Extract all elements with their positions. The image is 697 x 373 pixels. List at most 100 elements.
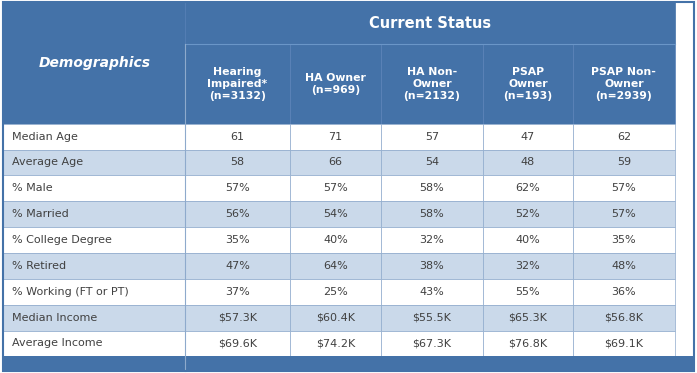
Text: PSAP
Owner
(n=193): PSAP Owner (n=193): [503, 68, 553, 101]
Bar: [573, 305, 675, 330]
Bar: [185, 253, 290, 279]
Bar: [381, 150, 483, 175]
Text: 56%: 56%: [225, 209, 250, 219]
Text: HA Non-
Owner
(n=2132): HA Non- Owner (n=2132): [404, 68, 461, 101]
Bar: [3, 175, 185, 201]
Bar: [381, 44, 483, 124]
Text: $56.8K: $56.8K: [604, 313, 643, 323]
Text: % Retired: % Retired: [12, 261, 66, 271]
Bar: [573, 44, 675, 124]
Text: Current Status: Current Status: [369, 16, 491, 31]
Text: Demographics: Demographics: [38, 56, 151, 70]
Text: % Working (FT or PT): % Working (FT or PT): [12, 287, 129, 297]
Text: 40%: 40%: [516, 235, 540, 245]
Text: 61: 61: [231, 132, 245, 142]
Text: Median Income: Median Income: [12, 313, 97, 323]
Text: Median Age: Median Age: [12, 132, 78, 142]
Text: 35%: 35%: [225, 235, 250, 245]
Bar: [290, 279, 381, 305]
Bar: [185, 330, 290, 356]
Text: 59: 59: [617, 157, 631, 167]
Text: Hearing
Impaired*
(n=3132): Hearing Impaired* (n=3132): [207, 68, 268, 101]
Text: 52%: 52%: [516, 209, 540, 219]
Text: 47%: 47%: [225, 261, 250, 271]
Bar: [3, 124, 185, 150]
Text: 58%: 58%: [420, 209, 445, 219]
Bar: [381, 175, 483, 201]
Bar: [3, 227, 185, 253]
Bar: [573, 330, 675, 356]
Bar: [483, 279, 573, 305]
Bar: [290, 150, 381, 175]
Text: $69.1K: $69.1K: [604, 338, 643, 348]
Text: 58: 58: [230, 157, 245, 167]
Text: 25%: 25%: [323, 287, 348, 297]
Bar: [381, 201, 483, 227]
Text: 57%: 57%: [611, 184, 636, 193]
Bar: [573, 150, 675, 175]
Bar: [483, 150, 573, 175]
Bar: [3, 2, 185, 124]
Bar: [3, 305, 185, 330]
Bar: [483, 124, 573, 150]
Bar: [3, 330, 185, 356]
Bar: [483, 201, 573, 227]
Text: 71: 71: [328, 132, 342, 142]
Bar: [381, 253, 483, 279]
Bar: [290, 305, 381, 330]
Bar: [483, 227, 573, 253]
Text: 37%: 37%: [225, 287, 250, 297]
Text: 32%: 32%: [420, 235, 445, 245]
Text: 35%: 35%: [611, 235, 636, 245]
Bar: [381, 227, 483, 253]
Bar: [290, 124, 381, 150]
Text: 64%: 64%: [323, 261, 348, 271]
Text: % College Degree: % College Degree: [12, 235, 112, 245]
Bar: [290, 253, 381, 279]
Bar: [290, 330, 381, 356]
Bar: [3, 253, 185, 279]
Text: 38%: 38%: [420, 261, 445, 271]
Bar: [3, 150, 185, 175]
Bar: [573, 253, 675, 279]
Bar: [483, 44, 573, 124]
Text: 62%: 62%: [516, 184, 540, 193]
Text: 40%: 40%: [323, 235, 348, 245]
Bar: [381, 330, 483, 356]
Bar: [483, 330, 573, 356]
Bar: [290, 227, 381, 253]
Text: $74.2K: $74.2K: [316, 338, 355, 348]
Bar: [3, 279, 185, 305]
Bar: [381, 279, 483, 305]
Text: 43%: 43%: [420, 287, 445, 297]
Text: Average Age: Average Age: [12, 157, 83, 167]
Bar: [573, 175, 675, 201]
Text: 48: 48: [521, 157, 535, 167]
Bar: [381, 305, 483, 330]
Text: 54%: 54%: [323, 209, 348, 219]
Text: $69.6K: $69.6K: [218, 338, 257, 348]
Text: $76.8K: $76.8K: [508, 338, 547, 348]
Text: 66: 66: [328, 157, 342, 167]
Text: $67.3K: $67.3K: [413, 338, 452, 348]
Text: 32%: 32%: [516, 261, 540, 271]
Bar: [483, 175, 573, 201]
Text: $55.5K: $55.5K: [413, 313, 452, 323]
Bar: [185, 2, 675, 44]
Text: % Male: % Male: [12, 184, 52, 193]
Bar: [185, 150, 290, 175]
Bar: [290, 175, 381, 201]
Text: HA Owner
(n=969): HA Owner (n=969): [305, 73, 366, 95]
Bar: [3, 2, 185, 44]
Bar: [185, 175, 290, 201]
Bar: [290, 44, 381, 124]
Bar: [573, 124, 675, 150]
Bar: [3, 356, 694, 371]
Bar: [573, 279, 675, 305]
Text: $60.4K: $60.4K: [316, 313, 355, 323]
Bar: [483, 253, 573, 279]
Bar: [573, 201, 675, 227]
Text: PSAP Non-
Owner
(n=2939): PSAP Non- Owner (n=2939): [591, 68, 657, 101]
Bar: [185, 227, 290, 253]
Text: 57%: 57%: [225, 184, 250, 193]
